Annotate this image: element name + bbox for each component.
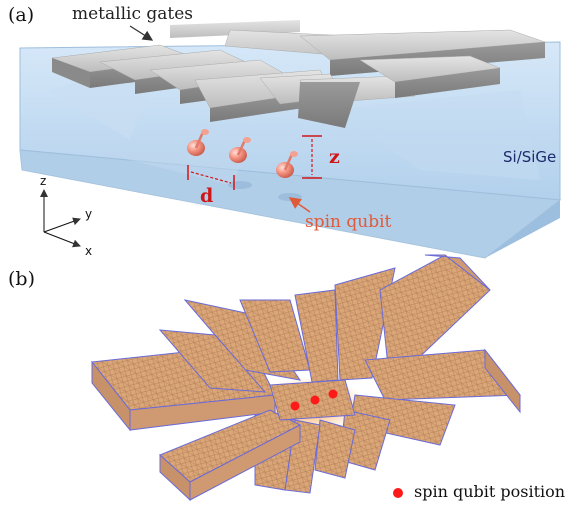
spin-qubit-label: spin qubit	[305, 212, 392, 232]
axis-x-label: x	[85, 244, 93, 258]
spin-qubits	[187, 129, 302, 201]
metallic-gates	[51, 20, 546, 128]
panel-a	[19, 20, 562, 259]
spin-qubit-1	[187, 129, 209, 156]
legend-label: spin qubit position	[414, 482, 566, 501]
qubit-position-2	[310, 395, 320, 405]
axis-z-label: z	[40, 174, 47, 188]
substrate-label: Si/SiGe	[503, 148, 557, 166]
mesh-gate-arms	[91, 254, 521, 502]
height-annotation	[302, 135, 322, 179]
qubit-position-1	[290, 401, 300, 411]
panel-b-label: (b)	[8, 268, 35, 290]
distance-annotation	[187, 165, 235, 190]
panel-b	[91, 254, 521, 502]
gates-pointer-arrow	[129, 25, 154, 41]
spin-qubit-2	[229, 137, 251, 163]
height-label: z	[329, 146, 340, 168]
panel-a-label: (a)	[8, 4, 35, 26]
spin-qubit-3	[276, 151, 298, 178]
legend-marker	[393, 488, 403, 498]
metallic-gates-label: metallic gates	[72, 4, 194, 24]
coordinate-axes	[40, 189, 81, 248]
qubit-pointer-arrow	[288, 197, 311, 213]
qubit-position-markers	[290, 389, 338, 411]
distance-label: d	[200, 185, 214, 207]
qubit-position-3	[328, 389, 338, 399]
axis-y-label: y	[85, 207, 93, 221]
